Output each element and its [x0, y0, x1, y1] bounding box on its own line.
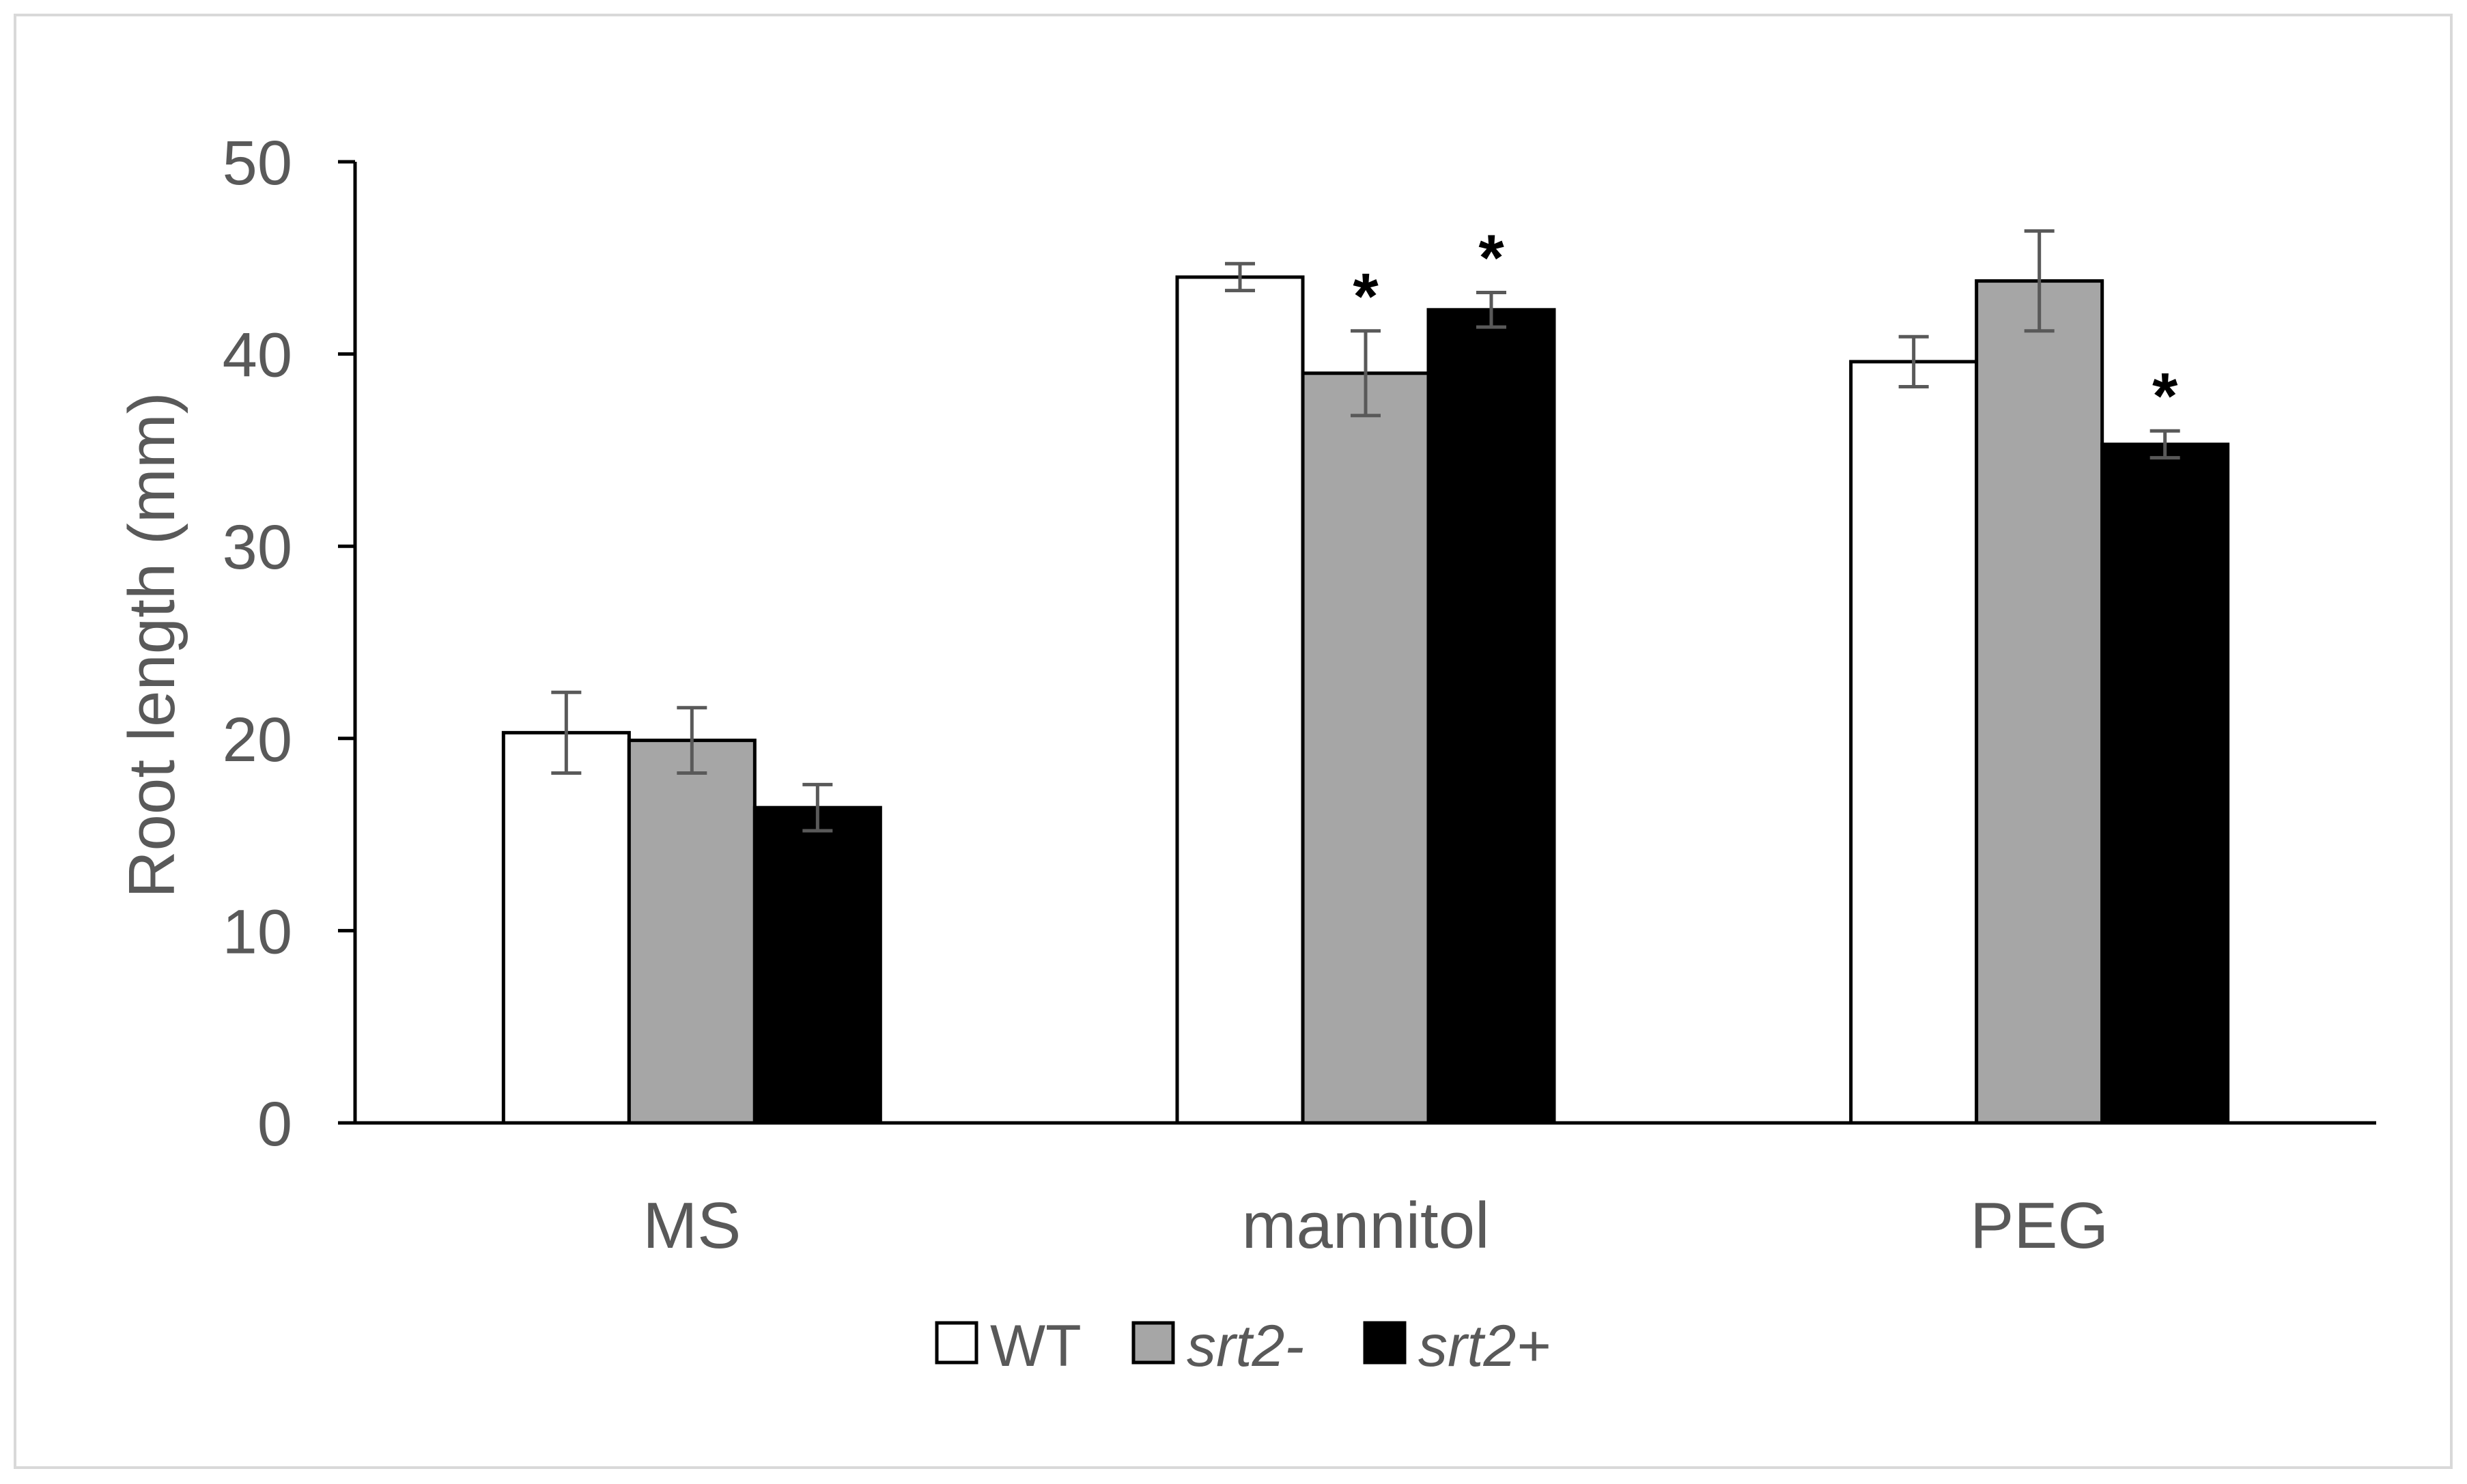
bar-WT-mannitol	[1175, 275, 1305, 1125]
y-axis-label: Root length (mm)	[115, 392, 188, 898]
y-tick-label: 0	[257, 1089, 292, 1159]
bar-srt2--MS	[627, 739, 757, 1125]
bar-srt2+-MS	[752, 805, 882, 1125]
legend-swatch-srt2-	[1131, 1321, 1175, 1365]
x-tick-label: PEG	[1970, 1189, 2109, 1262]
bar-srt2+-mannitol	[1426, 308, 1556, 1125]
x-tick-label: mannitol	[1242, 1189, 1490, 1262]
y-tick-label: 20	[223, 705, 292, 775]
bar-srt2--mannitol	[1301, 371, 1430, 1125]
significance-marker: *	[2152, 360, 2178, 433]
legend: WT srt2- srt2+	[935, 1313, 1551, 1379]
y-tick-label: 50	[223, 128, 292, 198]
legend-swatch-srt2+	[1363, 1321, 1407, 1365]
bar-srt2--PEG	[1975, 279, 2104, 1125]
bar-WT-PEG	[1849, 360, 1979, 1125]
legend-swatch-WT	[935, 1321, 978, 1365]
bar-srt2+-PEG	[2100, 442, 2230, 1125]
legend-label-WT: WT	[990, 1313, 1082, 1379]
y-tick-label: 40	[223, 321, 292, 390]
y-tick-label: 10	[223, 897, 292, 967]
x-tick-label: MS	[643, 1189, 741, 1262]
legend-label-srt2+: srt2+	[1418, 1313, 1551, 1379]
plot-area: 0 10 20 30 40 50 MS * * mannitol * PEG	[223, 128, 2376, 1262]
significance-marker: *	[1478, 221, 1504, 294]
y-tick-label: 30	[223, 513, 292, 582]
legend-label-srt2-: srt2-	[1187, 1313, 1304, 1379]
bar-WT-MS	[501, 730, 631, 1125]
significance-marker: *	[1353, 260, 1379, 333]
